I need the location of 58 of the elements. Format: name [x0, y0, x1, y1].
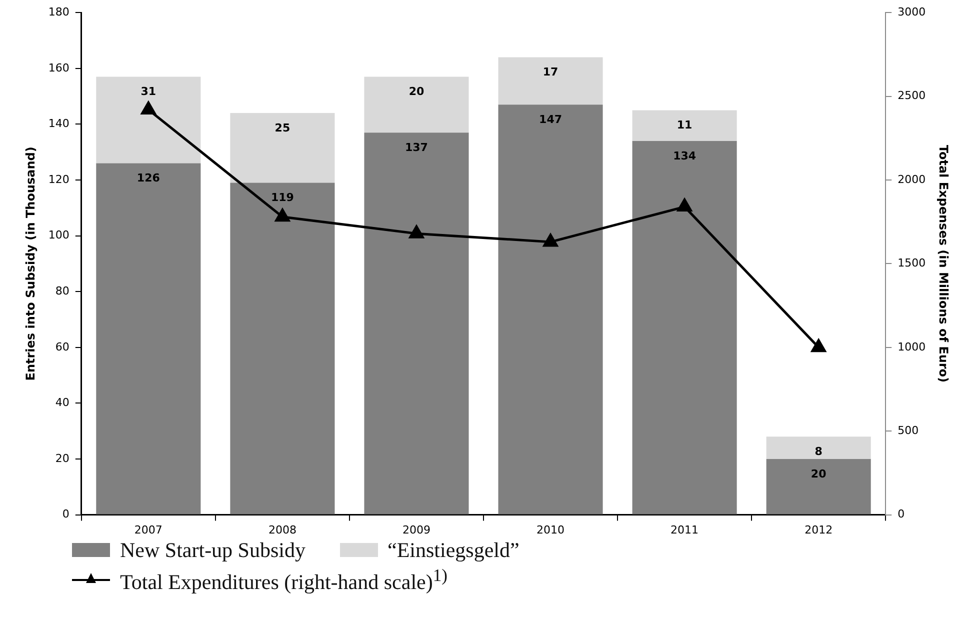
- bar: [632, 110, 737, 141]
- y-tick-label: 180: [48, 5, 70, 18]
- legend-label: Total Expenditures (right-hand scale)$^{1)}$: [120, 565, 448, 595]
- bar: [766, 436, 871, 459]
- y2-axis-title: Total Expenses (in Millions of Euro): [936, 144, 951, 383]
- legend-label: “Einstiegsgeld”: [388, 538, 520, 562]
- y-tick-label: 100: [48, 228, 70, 242]
- y2-tick-label: 3000: [898, 5, 926, 18]
- point: [543, 234, 558, 247]
- point: [811, 339, 826, 352]
- bar: [632, 140, 737, 514]
- data-label: 11: [676, 118, 692, 132]
- y2-tick-label: 1500: [898, 256, 926, 270]
- x-tick-label: 2010: [536, 523, 565, 536]
- x-tick-label: 2012: [804, 523, 833, 536]
- data-label: 20: [408, 85, 424, 98]
- y-tick-label: 80: [55, 284, 70, 298]
- data-label: 31: [140, 85, 156, 98]
- y2-tick-label: 1000: [898, 340, 926, 354]
- y-tick-label: 140: [48, 117, 70, 130]
- y-tick-label: 60: [55, 340, 70, 354]
- data-label: 147: [539, 113, 562, 126]
- bar: [230, 113, 335, 183]
- data-label: 137: [405, 140, 428, 154]
- y-axis-title: Entries into Subsidy (in Thousand): [23, 146, 38, 381]
- bar: [498, 57, 603, 105]
- bar: [364, 132, 469, 514]
- y-tick-label: 20: [55, 452, 70, 465]
- data-label: 17: [542, 66, 558, 79]
- bar: [230, 182, 335, 514]
- y-tick-label: 40: [55, 396, 70, 410]
- data-label: 119: [270, 191, 294, 204]
- y2-tick-label: 2500: [898, 89, 926, 102]
- x-tick-label: 2008: [268, 523, 296, 536]
- data-label: 126: [136, 172, 160, 185]
- point: [141, 101, 156, 114]
- y-tick-label: 0: [62, 508, 70, 521]
- y-tick-label: 120: [48, 172, 70, 186]
- y2-tick-label: 500: [898, 424, 919, 437]
- x-tick-label: 2007: [134, 523, 162, 536]
- bar: [96, 163, 201, 514]
- y2-tick-label: 0: [898, 508, 905, 521]
- data-label: 25: [274, 121, 290, 134]
- x-tick-label: 2011: [670, 523, 699, 536]
- bar: [766, 459, 871, 514]
- y-tick-label: 160: [48, 61, 70, 74]
- data-label: 20: [810, 467, 827, 480]
- x-tick-label: 2009: [402, 523, 430, 536]
- data-label: 8: [814, 445, 822, 458]
- data-label: 134: [673, 149, 696, 162]
- point: [677, 198, 692, 212]
- y2-tick-label: 2000: [898, 172, 926, 186]
- legend-label: New Start-up Subsidy: [120, 538, 306, 562]
- bar: [498, 104, 603, 514]
- point: [275, 208, 290, 222]
- bar: [364, 76, 469, 133]
- point: [409, 225, 424, 238]
- bar: [96, 76, 201, 164]
